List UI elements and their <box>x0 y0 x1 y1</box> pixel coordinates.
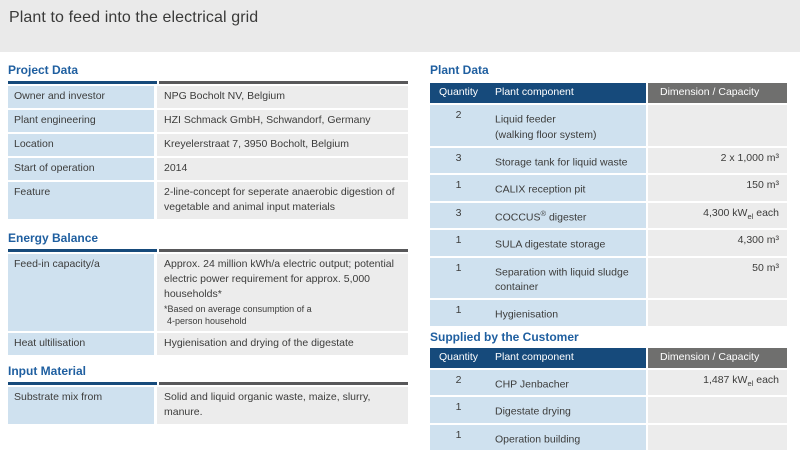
row-label: Owner and investor <box>8 86 154 108</box>
component-cell: CHP Jenbacher <box>495 378 569 390</box>
component-cell: Liquid feeder (walking floor system) <box>495 113 597 141</box>
table-top-border <box>8 81 408 84</box>
section-heading-project-data: Project Data <box>8 63 79 77</box>
dimension-cell: 2 x 1,000 m³ <box>648 147 787 173</box>
table-row: 1 Separation with liquid sludge containe… <box>430 257 787 298</box>
row-label: Feature <box>8 182 154 219</box>
quantity-cell: 3 <box>455 206 462 219</box>
section-heading-energy-balance: Energy Balance <box>8 231 99 245</box>
quantity-cell: 1 <box>455 234 462 246</box>
row-label: Substrate mix from <box>8 387 154 424</box>
row-value-text: Approx. 24 million kWh/a electric output… <box>164 258 394 300</box>
dimension-cell <box>648 424 787 450</box>
quantity-cell: 1 <box>455 304 462 316</box>
row-value: Kreyelerstraat 7, 3950 Bocholt, Belgium <box>157 134 408 156</box>
footnote: *Based on average consumption of a 4-per… <box>164 304 312 326</box>
section-heading-plant-data: Plant Data <box>430 63 489 77</box>
row-value: Hygienisation and drying of the digestat… <box>157 333 408 355</box>
row-value: 2014 <box>157 158 408 180</box>
row-value: HZI Schmack GmbH, Schwandorf, Germany <box>157 110 408 132</box>
section-heading-input-material: Input Material <box>8 364 87 378</box>
row-label: Location <box>8 134 154 156</box>
table-row: 1 Hygienisation <box>430 300 787 326</box>
table-row: 3 COCCUS® digester 4,300 kWel each <box>430 202 787 228</box>
table-header-row: Quantity Plant component Dimension / Cap… <box>430 347 787 368</box>
table-row: Location Kreyelerstraat 7, 3950 Bocholt,… <box>8 134 408 156</box>
component-cell: Separation with liquid sludge container <box>495 266 629 293</box>
table-row: 1 SULA digestate storage 4,300 m³ <box>430 230 787 256</box>
dimension-cell: 50 m³ <box>648 257 787 298</box>
dimension-cell: 1,487 kWel each <box>648 369 787 395</box>
row-label: Start of operation <box>8 158 154 180</box>
dimension-cell <box>648 300 787 326</box>
quantity-cell: 1 <box>455 428 462 441</box>
table-row: Owner and investor NPG Bocholt NV, Belgi… <box>8 86 408 108</box>
col-header-quantity: Quantity <box>438 350 479 363</box>
table-row: Start of operation 2014 <box>8 158 408 180</box>
plant-data-table: Quantity Plant component Dimension / Cap… <box>430 83 787 326</box>
project-data-table: Owner and investor NPG Bocholt NV, Belgi… <box>8 81 408 219</box>
dimension-cell <box>648 105 787 146</box>
col-header-component: Plant component <box>495 86 574 98</box>
component-cell: CALIX reception pit <box>495 183 586 196</box>
table-row: 2 Liquid feeder (walking floor system) <box>430 105 787 146</box>
row-label: Feed-in capacity/a <box>8 254 154 331</box>
right-column: Plant Data Quantity Plant component Dime… <box>430 52 787 452</box>
row-value: NPG Bocholt NV, Belgium <box>157 86 408 108</box>
row-value: Approx. 24 million kWh/a electric output… <box>157 254 408 331</box>
col-header-quantity: Quantity <box>438 86 479 98</box>
quantity-cell: 2 <box>455 373 462 386</box>
table-row: 1 Digestate drying <box>430 397 787 423</box>
table-row: Plant engineering HZI Schmack GmbH, Schw… <box>8 110 408 132</box>
dimension-cell: 150 m³ <box>648 175 787 201</box>
component-cell: Hygienisation <box>495 308 559 321</box>
col-header-component: Plant component <box>495 350 574 363</box>
quantity-cell: 1 <box>455 179 462 191</box>
table-row: Substrate mix from Solid and liquid orga… <box>8 387 408 424</box>
table-row: Feed-in capacity/a Approx. 24 million kW… <box>8 254 408 331</box>
table-top-border <box>8 249 408 252</box>
table-top-border <box>8 382 408 385</box>
input-material-table: Substrate mix from Solid and liquid orga… <box>8 382 408 424</box>
quantity-cell: 1 <box>455 261 462 274</box>
row-label: Heat ultilisation <box>8 333 154 355</box>
dimension-cell: 4,300 m³ <box>648 230 787 256</box>
supplied-by-customer-table: Quantity Plant component Dimension / Cap… <box>430 347 787 450</box>
quantity-cell: 2 <box>455 109 462 121</box>
col-header-dimension: Dimension / Capacity <box>648 347 787 368</box>
title-bar: Plant to feed into the electrical grid <box>0 0 800 52</box>
dimension-cell <box>648 397 787 423</box>
table-row: 2 CHP Jenbacher 1,487 kWel each <box>430 369 787 395</box>
component-cell: Operation building <box>495 433 581 445</box>
table-header-row: Quantity Plant component Dimension / Cap… <box>430 83 787 103</box>
quantity-cell: 1 <box>455 401 462 413</box>
table-row: Heat ultilisation Hygienisation and dryi… <box>8 333 408 355</box>
component-cell: Storage tank for liquid waste <box>495 156 628 168</box>
page-title: Plant to feed into the electrical grid <box>9 9 259 26</box>
component-cell: Digestate drying <box>495 405 571 418</box>
section-heading-supplied-by-customer: Supplied by the Customer <box>430 329 579 344</box>
table-row: 1 CALIX reception pit 150 m³ <box>430 175 787 201</box>
table-row: Feature 2-line-concept for seperate anae… <box>8 182 408 219</box>
table-row: 1 Operation building <box>430 424 787 450</box>
table-row: 3 Storage tank for liquid waste 2 x 1,00… <box>430 147 787 173</box>
energy-balance-table: Feed-in capacity/a Approx. 24 million kW… <box>8 249 408 355</box>
col-header-dimension: Dimension / Capacity <box>648 83 787 103</box>
component-cell: COCCUS® digester <box>495 208 587 224</box>
dimension-cell: 4,300 kWel each <box>648 202 787 228</box>
row-value: Solid and liquid organic waste, maize, s… <box>157 387 408 424</box>
row-label: Plant engineering <box>8 110 154 132</box>
component-cell: SULA digestate storage <box>495 238 606 251</box>
left-column: Project Data Owner and investor NPG Boch… <box>8 52 408 426</box>
row-value: 2-line-concept for seperate anaerobic di… <box>157 182 408 219</box>
quantity-cell: 3 <box>455 151 462 164</box>
